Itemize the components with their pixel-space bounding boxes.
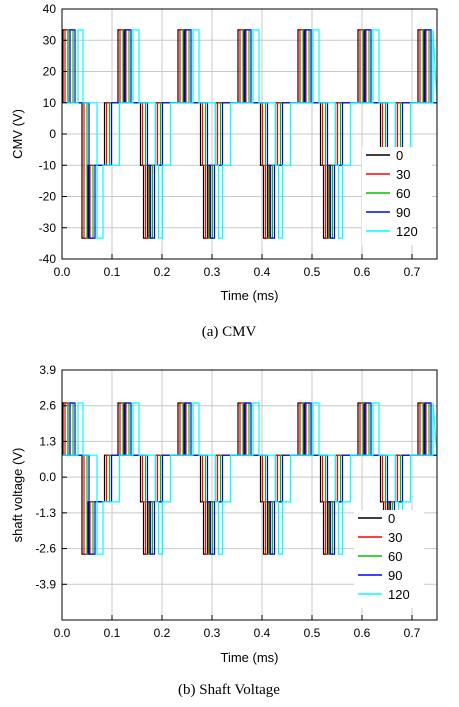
legend-label-30: 30 bbox=[396, 167, 410, 182]
x-tick-label: 0.1 bbox=[104, 265, 121, 279]
y-axis-label: shaft voltage (V) bbox=[10, 448, 25, 543]
x-tick-label: 0.1 bbox=[104, 626, 121, 640]
plot-frame bbox=[61, 369, 438, 621]
x-tick-label: 0.5 bbox=[304, 626, 321, 640]
x-tick-label: 0.6 bbox=[354, 265, 371, 279]
x-tick-label: 0.3 bbox=[204, 265, 221, 279]
legend-box bbox=[362, 147, 432, 245]
y-tick-label: -30 bbox=[39, 221, 57, 235]
x-tick-label: 0.7 bbox=[404, 626, 421, 640]
legend-label-60: 60 bbox=[388, 549, 402, 564]
y-tick-label: 0.0 bbox=[39, 470, 56, 484]
legend-label-0: 0 bbox=[396, 148, 403, 163]
legend-box bbox=[354, 510, 424, 608]
x-tick-label: 0.5 bbox=[304, 265, 321, 279]
y-tick-label: 10 bbox=[43, 96, 57, 110]
y-tick-label: 0 bbox=[49, 127, 56, 141]
x-tick-label: 0.4 bbox=[254, 265, 271, 279]
x-tick-label: 0.2 bbox=[154, 626, 171, 640]
legend-label-90: 90 bbox=[388, 568, 402, 583]
y-tick-label: 3.9 bbox=[39, 363, 56, 377]
caption-b: (b) Shaft Voltage bbox=[178, 682, 280, 698]
caption-a: (a) CMV bbox=[202, 324, 257, 340]
y-tick-label: -2.6 bbox=[35, 542, 56, 556]
y-tick-label: 1.3 bbox=[39, 434, 56, 448]
x-tick-label: 0.7 bbox=[404, 265, 421, 279]
series-line-120 bbox=[62, 402, 438, 555]
y-tick-label: 40 bbox=[43, 2, 57, 16]
legend-label-120: 120 bbox=[396, 224, 418, 239]
y-tick-label: -10 bbox=[39, 158, 57, 172]
y-tick-label: 2.6 bbox=[39, 399, 56, 413]
legend-label-120: 120 bbox=[388, 587, 410, 602]
x-tick-label: 0.3 bbox=[204, 626, 221, 640]
y-tick-label: -40 bbox=[39, 252, 57, 266]
y-axis-label: CMV (V) bbox=[10, 109, 25, 159]
x-tick-label: 0.0 bbox=[54, 626, 71, 640]
x-axis-label: Time (ms) bbox=[220, 650, 278, 665]
legend-label-0: 0 bbox=[388, 511, 395, 526]
legend-label-90: 90 bbox=[396, 205, 410, 220]
x-tick-label: 0.6 bbox=[354, 626, 371, 640]
y-tick-label: -20 bbox=[39, 190, 57, 204]
x-tick-label: 0.0 bbox=[54, 265, 71, 279]
chart-panel-cmv: 0.0 0.1 0.2 0.3 0.4 0.5 0.6 0.7 -40 -30 -20 -10 0 10 2… bbox=[10, 2, 438, 303]
x-tick-label: 0.4 bbox=[254, 626, 271, 640]
y-tick-label: -1.3 bbox=[35, 506, 56, 520]
x-tick-label: 0.2 bbox=[154, 265, 171, 279]
chart-panel-shaft-voltage: 0.0 0.1 0.2 0.3 0.4 0.5 0.6 0.7 -3.9 -2.6 -1.3 0.0 1… bbox=[10, 363, 438, 665]
legend-label-30: 30 bbox=[388, 530, 402, 545]
y-tick-label: 30 bbox=[43, 33, 57, 47]
y-tick-label: 20 bbox=[43, 65, 57, 79]
x-axis-label: Time (ms) bbox=[220, 288, 278, 303]
y-tick-label: -3.9 bbox=[35, 577, 56, 591]
legend-label-60: 60 bbox=[396, 186, 410, 201]
series-line-120 bbox=[62, 29, 438, 239]
